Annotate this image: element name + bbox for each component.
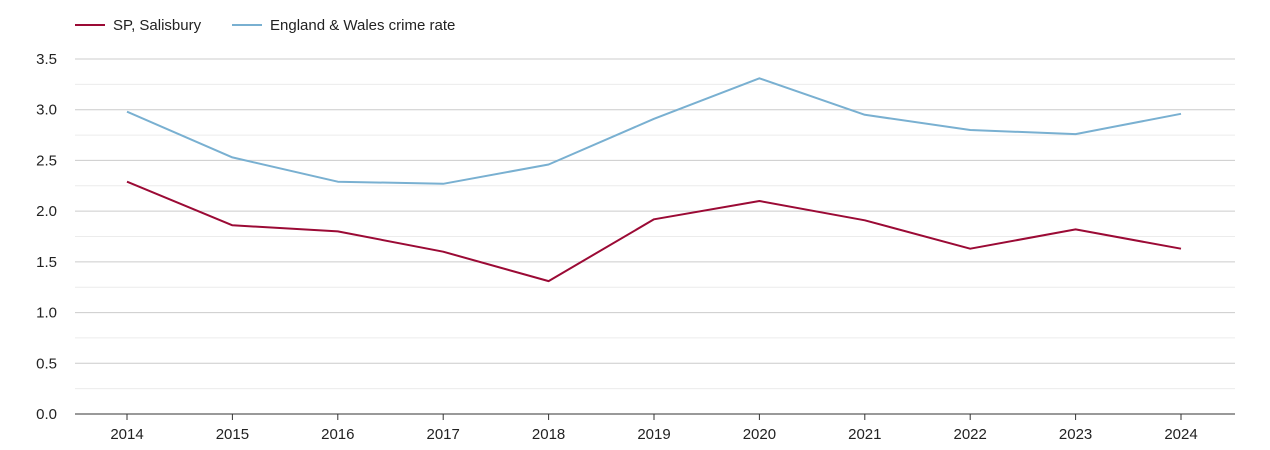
x-tick-label: 2018	[532, 426, 565, 443]
y-tick-label: 2.5	[36, 152, 57, 169]
x-tick-label: 2021	[848, 426, 881, 443]
x-tick-label: 2017	[427, 426, 460, 443]
grid-lines	[75, 58, 1235, 390]
x-tick-label: 2019	[637, 426, 670, 443]
x-tick-label: 2024	[1164, 426, 1197, 443]
y-tick-label: 3.0	[36, 102, 57, 119]
x-tick-label: 2020	[743, 426, 776, 443]
x-tick-label: 2023	[1059, 426, 1092, 443]
y-tick-label: 1.0	[36, 305, 57, 322]
legend-label: SP, Salisbury	[113, 17, 202, 34]
y-tick-label: 0.0	[36, 406, 57, 423]
y-tick-label: 1.5	[36, 254, 57, 271]
series-line-1	[126, 77, 1182, 185]
axes: 0.0 0.5 1.0 1.5 2.0 2.5 3.0 3.5 2014 2015 2016 2017…	[36, 51, 1235, 443]
y-tick-label: 0.5	[36, 355, 57, 372]
series-lines	[126, 77, 1182, 283]
y-tick-label: 3.5	[36, 51, 57, 68]
legend: SP, Salisbury England & Wales crime rate	[75, 17, 455, 34]
x-tick-label: 2022	[954, 426, 987, 443]
x-tick-label: 2015	[216, 426, 249, 443]
y-tick-label: 2.0	[36, 203, 57, 220]
series-line-0	[126, 180, 1182, 283]
x-tick-label: 2014	[110, 426, 143, 443]
legend-label: England & Wales crime rate	[270, 17, 455, 34]
x-tick-label: 2016	[321, 426, 354, 443]
